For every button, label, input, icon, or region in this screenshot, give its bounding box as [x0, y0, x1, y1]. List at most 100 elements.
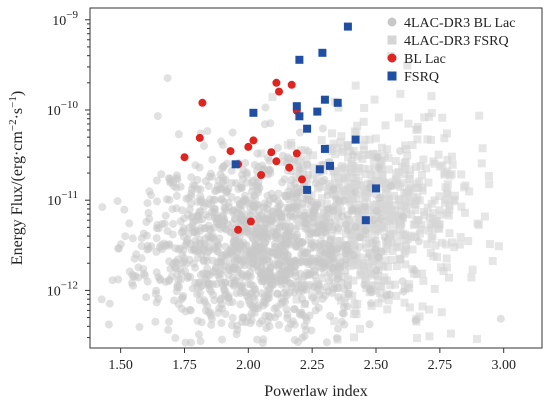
bllac-background-point [396, 147, 404, 156]
fsrq-point [315, 165, 324, 174]
fsrq-background-point [361, 170, 370, 178]
bllac-background-point [216, 269, 225, 278]
fsrq-background-point [343, 141, 352, 150]
bllac-background-point [328, 288, 337, 297]
bllac-background-point [266, 213, 275, 222]
bllac-background-point [142, 293, 151, 302]
bllac-background-point [185, 305, 194, 314]
bllac-background-point [144, 208, 153, 217]
fsrq-background-point [473, 335, 481, 343]
bllac-background-point [177, 228, 186, 237]
fsrq-background-point [297, 146, 305, 155]
fsrq-background-point [369, 260, 378, 269]
fsrq-background-point [334, 211, 342, 220]
bllac-background-point [273, 143, 282, 152]
fsrq-background-point [377, 143, 386, 152]
y-axis-label: Energy Flux/(erg·cm−2·s−1) [7, 91, 26, 265]
bllac-background-point [178, 293, 187, 302]
fsrq-background-point [391, 201, 400, 210]
y-axis: 10−12 10−11 10−10 10−9 [47, 9, 90, 339]
bllac-background-point [305, 195, 314, 204]
fsrq-background-point [372, 190, 381, 199]
bllac-background-point [253, 149, 262, 158]
bllac-background-point [176, 217, 185, 226]
bllac-background-point [212, 247, 221, 256]
fsrq-background-point [349, 174, 357, 182]
fsrq-background-point [457, 170, 466, 179]
bllac-background-point [191, 263, 200, 272]
fsrq-background-point [436, 162, 445, 171]
fsrq-background-point [341, 165, 350, 174]
bllac-background-point [241, 159, 250, 167]
bllac-background-point [227, 193, 236, 202]
bllac-background-point [196, 337, 205, 346]
bl-lac-point [272, 157, 281, 166]
fsrq-background-point [443, 180, 452, 189]
fsrq-point [318, 48, 327, 57]
fsrq-background-point [422, 164, 431, 173]
bllac-background-point [251, 230, 260, 239]
bllac-background-point [266, 284, 275, 293]
bllac-background-point [496, 314, 505, 323]
bllac-background-point [356, 233, 365, 242]
fsrq-background-point [344, 275, 352, 284]
fsrq-background-point [392, 262, 401, 271]
fsrq-point [292, 102, 301, 111]
fsrq-background-point [430, 284, 439, 293]
bllac-background-point [213, 182, 222, 191]
fsrq-point [361, 216, 370, 225]
fsrq-background-point [384, 238, 393, 247]
bllac-background-point [114, 244, 123, 253]
fsrq-background-point [320, 209, 328, 217]
bllac-background-point [311, 306, 320, 315]
bllac-background-point [125, 267, 134, 276]
fsrq-background-point [355, 253, 364, 262]
fsrq-background-point [359, 164, 368, 173]
bllac-background-point [273, 203, 282, 212]
bllac-background-point [286, 264, 295, 273]
y-tick-label: 10−12 [47, 279, 78, 299]
fsrq-background-point [349, 147, 358, 155]
bllac-background-point [266, 119, 275, 128]
bllac-background-point [194, 279, 203, 287]
fsrq-background-point [435, 220, 444, 229]
fsrq-background-point [383, 276, 392, 285]
fsrq-background-point [384, 194, 393, 203]
fsrq-background-point [315, 182, 324, 190]
bllac-background-point [256, 273, 265, 282]
bllac-background-point [189, 181, 198, 189]
bllac-background-point [236, 282, 245, 291]
bllac-background-point [237, 214, 246, 223]
fsrq-point [320, 144, 329, 153]
fsrq-background-point [365, 150, 374, 159]
fsrq-background-point [384, 165, 393, 174]
bllac-background-point [201, 224, 210, 233]
legend-marker [387, 35, 397, 45]
fsrq-background-point [437, 308, 446, 317]
bllac-background-point [199, 269, 207, 278]
fsrq-point [372, 184, 380, 193]
bllac-background-point [303, 224, 312, 233]
fsrq-background-point [339, 175, 348, 184]
bllac-background-point [191, 226, 200, 235]
bllac-background-point [321, 259, 330, 268]
bllac-background-point [242, 168, 251, 177]
bllac-background-point [297, 308, 306, 317]
fsrq-background-point [413, 334, 421, 343]
fsrq-background-point [400, 298, 409, 307]
fsrq-background-point [446, 329, 455, 338]
fsrq-background-point [478, 144, 487, 153]
fsrq-background-point [365, 135, 374, 144]
bllac-background-point [349, 151, 357, 159]
bllac-background-point [365, 320, 374, 329]
bllac-background-point [218, 335, 227, 344]
fsrq-background-point [445, 201, 454, 210]
bllac-background-point [156, 274, 165, 283]
fsrq-background-point [346, 195, 355, 204]
fsrq-background-point [309, 163, 318, 172]
bllac-background-point [243, 228, 252, 237]
fsrq-point [231, 160, 240, 169]
bllac-background-point [281, 225, 290, 234]
bllac-background-point [371, 236, 380, 245]
